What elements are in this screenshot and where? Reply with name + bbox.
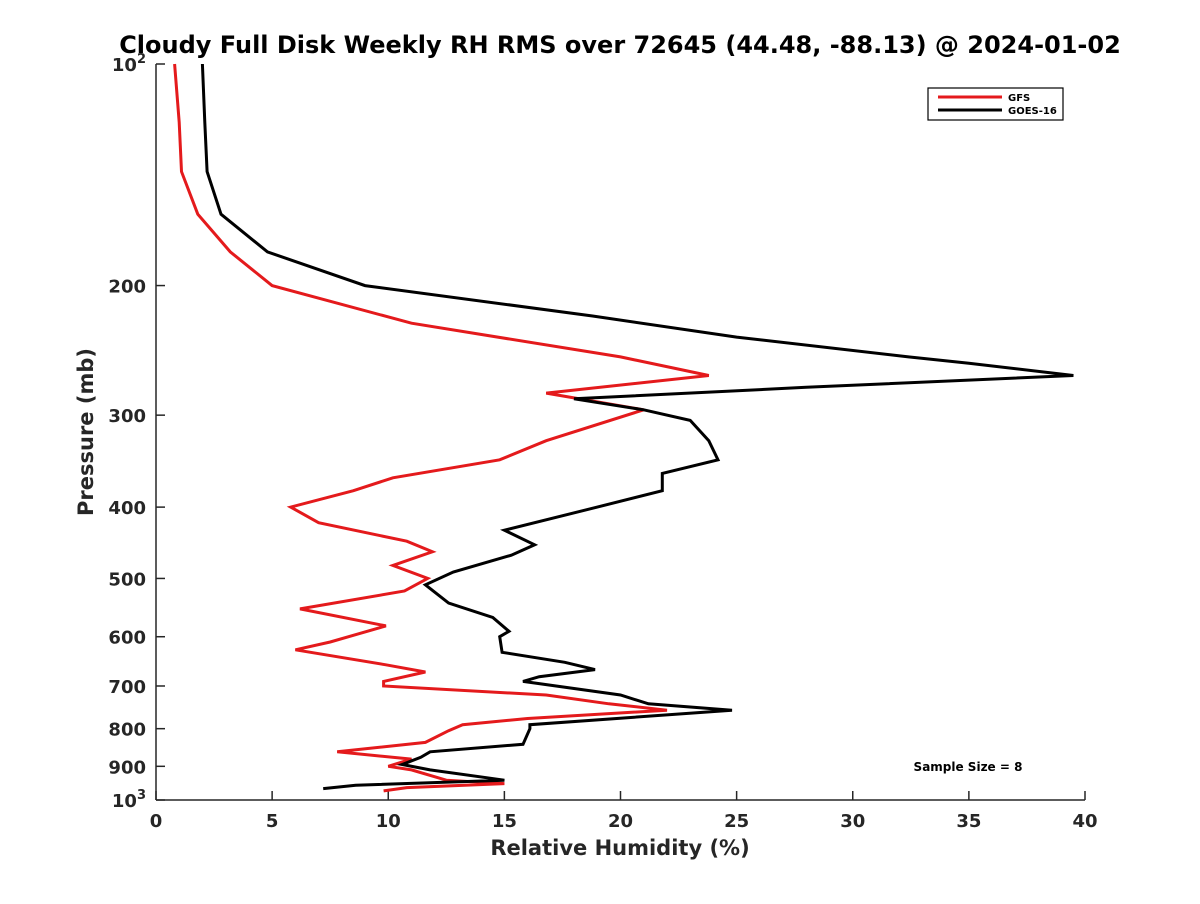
y-tick-label: 500 <box>108 569 146 590</box>
x-tick-label: 30 <box>840 811 865 832</box>
x-tick-label: 35 <box>956 811 981 832</box>
x-tick-label: 10 <box>376 811 401 832</box>
y-tick-label: 600 <box>108 628 146 649</box>
x-axis-label: Relative Humidity (%) <box>490 836 749 860</box>
x-tick-label: 40 <box>1072 811 1097 832</box>
y-tick-label: 900 <box>108 757 146 778</box>
legend-box <box>927 87 1064 121</box>
y-tick-label: 200 <box>108 277 146 298</box>
x-tick-label: 20 <box>608 811 633 832</box>
y-tick-label: 400 <box>108 498 146 519</box>
sample-size-annotation: Sample Size = 8 <box>914 760 1023 774</box>
plot-area: 0 5 10 15 20 25 30 35 40 102 200 300 400 500 600 700 800… <box>108 52 1097 832</box>
y-tick-label: 700 <box>108 677 146 698</box>
series-line-gfs <box>173 63 710 793</box>
y-tick-label: 103 <box>112 788 146 812</box>
x-tick-label: 5 <box>266 811 279 832</box>
series-line-goes-16 <box>200 63 1074 791</box>
y-tick-label: 800 <box>108 720 146 741</box>
y-tick-label: 300 <box>108 406 146 427</box>
x-tick-label: 15 <box>492 811 517 832</box>
legend: GFS GOES-16 <box>927 87 1064 121</box>
legend-label-gfs: GFS <box>1008 93 1030 104</box>
y-axis-label: Pressure (mb) <box>74 348 98 516</box>
x-tick-label: 25 <box>724 811 749 832</box>
chart-title: Cloudy Full Disk Weekly RH RMS over 7264… <box>119 31 1121 59</box>
x-tick-label: 0 <box>150 811 163 832</box>
legend-label-goes-16: GOES-16 <box>1008 106 1057 117</box>
y-tick-label: 102 <box>112 52 146 76</box>
